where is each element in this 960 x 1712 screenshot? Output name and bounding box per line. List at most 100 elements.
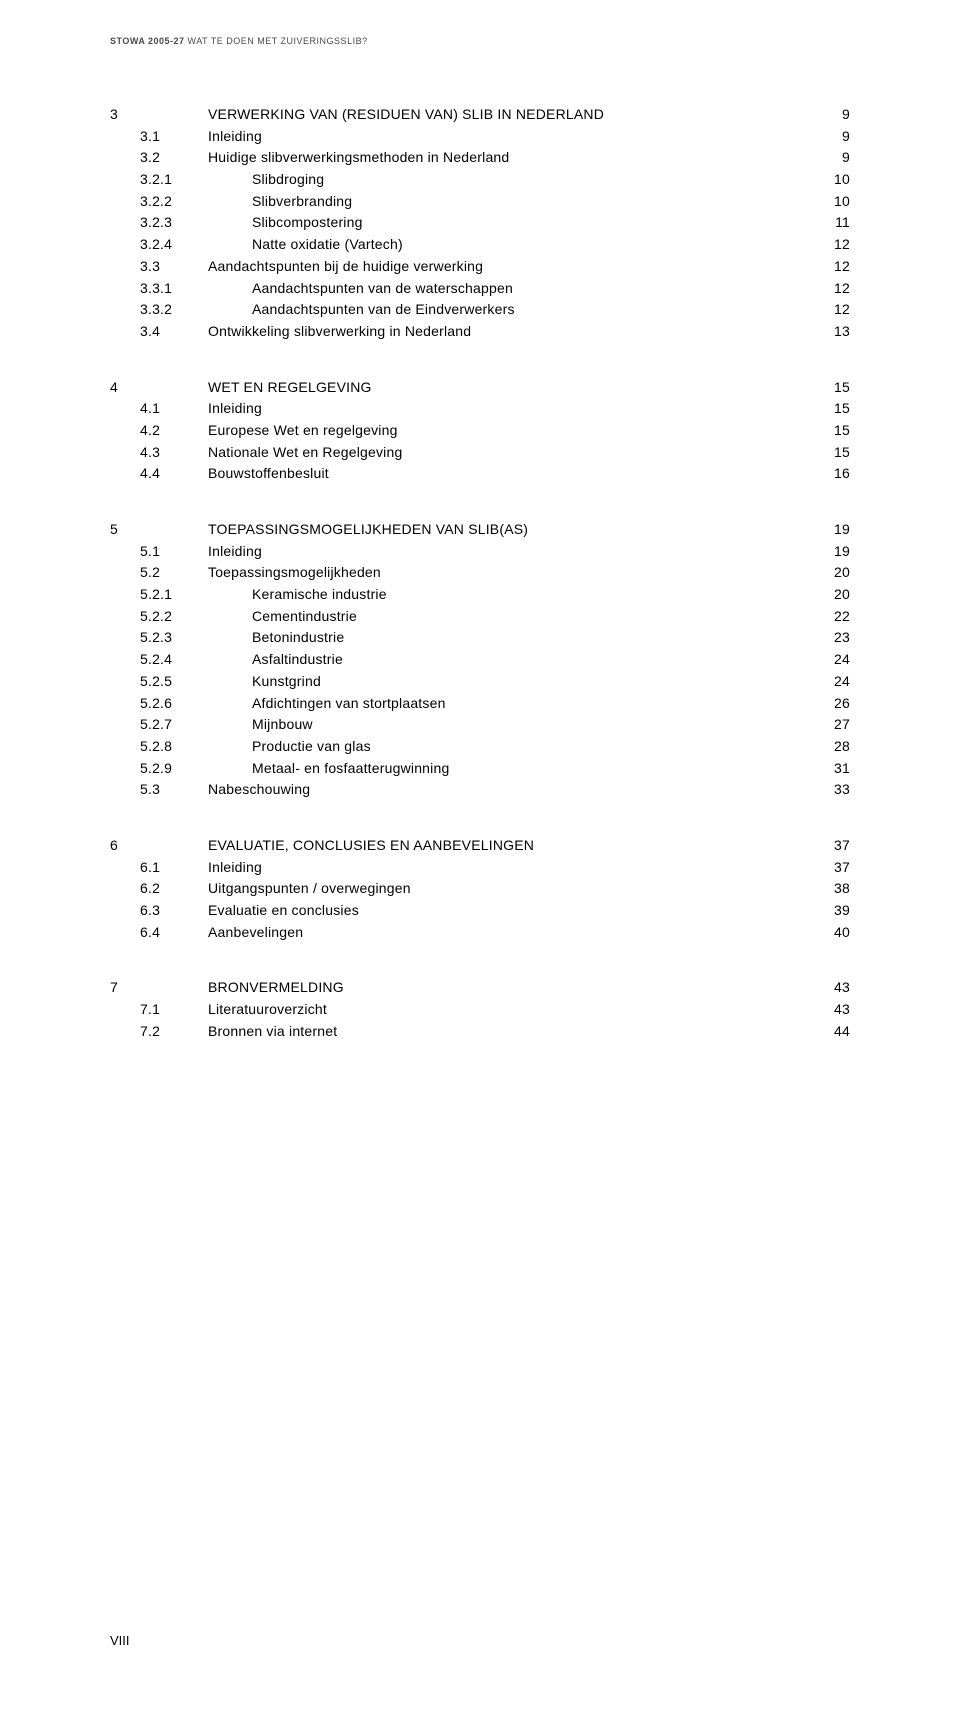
section-title: Aanbevelingen — [208, 922, 810, 944]
chapter-number — [110, 212, 140, 234]
toc-row: 5.2.2Cementindustrie22 — [110, 606, 850, 628]
section-number: 6.3 — [140, 900, 208, 922]
header-bold: STOWA 2005-27 — [110, 36, 185, 46]
toc-row: 5.2.8Productie van glas28 — [110, 736, 850, 758]
toc-row: 3.4Ontwikkeling slibverwerking in Nederl… — [110, 321, 850, 343]
section-number: 5.2 — [140, 562, 208, 584]
section-number — [140, 835, 208, 857]
page-ref: 13 — [810, 321, 850, 343]
toc-row: 3.2.4Natte oxidatie (Vartech)12 — [110, 234, 850, 256]
table-of-contents: 3VERWERKING VAN (RESIDUEN VAN) SLIB IN N… — [110, 104, 850, 1042]
toc-row: 5.2.7Mijnbouw27 — [110, 714, 850, 736]
section-title: Ontwikkeling slibverwerking in Nederland — [208, 321, 810, 343]
section-number — [140, 104, 208, 126]
page-ref: 39 — [810, 900, 850, 922]
running-header: STOWA 2005-27 WAT TE DOEN MET ZUIVERINGS… — [110, 36, 850, 46]
section-title: Afdichtingen van stortplaatsen — [208, 693, 810, 715]
section-title: Aandachtspunten bij de huidige verwerkin… — [208, 256, 810, 278]
toc-block: 5TOEPASSINGSMOGELIJKHEDEN VAN SLIB(AS)19… — [110, 519, 850, 801]
chapter-number — [110, 1021, 140, 1043]
page-ref: 20 — [810, 584, 850, 606]
toc-block: 7BRONVERMELDING437.1Literatuuroverzicht4… — [110, 977, 850, 1042]
toc-row: 6.3Evaluatie en conclusies39 — [110, 900, 850, 922]
chapter-number — [110, 714, 140, 736]
header-rest: WAT TE DOEN MET ZUIVERINGSSLIB? — [185, 36, 368, 46]
section-number: 4.3 — [140, 442, 208, 464]
chapter-number: 6 — [110, 835, 140, 857]
page-ref: 15 — [810, 420, 850, 442]
chapter-number — [110, 627, 140, 649]
chapter-number — [110, 758, 140, 780]
section-title: Slibverbranding — [208, 191, 810, 213]
page-ref: 11 — [810, 212, 850, 234]
chapter-number: 4 — [110, 377, 140, 399]
document-page: STOWA 2005-27 WAT TE DOEN MET ZUIVERINGS… — [0, 0, 960, 1042]
section-number: 6.1 — [140, 857, 208, 879]
toc-row: 5.2.6Afdichtingen van stortplaatsen26 — [110, 693, 850, 715]
toc-row: 6.2Uitgangspunten / overwegingen38 — [110, 878, 850, 900]
chapter-number — [110, 857, 140, 879]
toc-row: 6.4Aanbevelingen40 — [110, 922, 850, 944]
toc-row: 4.4Bouwstoffenbesluit16 — [110, 463, 850, 485]
page-ref: 24 — [810, 649, 850, 671]
chapter-number — [110, 541, 140, 563]
section-number: 6.2 — [140, 878, 208, 900]
section-title: Kunstgrind — [208, 671, 810, 693]
section-number: 3.1 — [140, 126, 208, 148]
section-number: 5.2.7 — [140, 714, 208, 736]
page-number: VIII — [110, 1633, 130, 1648]
section-title: Inleiding — [208, 541, 810, 563]
chapter-number — [110, 126, 140, 148]
section-title: TOEPASSINGSMOGELIJKHEDEN VAN SLIB(AS) — [208, 519, 810, 541]
section-title: VERWERKING VAN (RESIDUEN VAN) SLIB IN NE… — [208, 104, 810, 126]
section-title: Bouwstoffenbesluit — [208, 463, 810, 485]
page-ref: 12 — [810, 234, 850, 256]
toc-row: 4.2Europese Wet en regelgeving15 — [110, 420, 850, 442]
chapter-number — [110, 562, 140, 584]
toc-row: 5.3Nabeschouwing33 — [110, 779, 850, 801]
section-title: Evaluatie en conclusies — [208, 900, 810, 922]
section-title: Mijnbouw — [208, 714, 810, 736]
page-ref: 27 — [810, 714, 850, 736]
toc-row: 3.3.1Aandachtspunten van de waterschappe… — [110, 278, 850, 300]
page-ref: 9 — [810, 126, 850, 148]
chapter-number — [110, 584, 140, 606]
chapter-number — [110, 900, 140, 922]
page-ref: 15 — [810, 377, 850, 399]
section-number: 3.2.3 — [140, 212, 208, 234]
toc-row: 3.2.2Slibverbranding10 — [110, 191, 850, 213]
section-title: WET EN REGELGEVING — [208, 377, 810, 399]
section-title: Cementindustrie — [208, 606, 810, 628]
chapter-number — [110, 878, 140, 900]
toc-block: 3VERWERKING VAN (RESIDUEN VAN) SLIB IN N… — [110, 104, 850, 343]
chapter-number — [110, 693, 140, 715]
section-title: Literatuuroverzicht — [208, 999, 810, 1021]
chapter-number — [110, 999, 140, 1021]
page-ref: 40 — [810, 922, 850, 944]
page-ref: 26 — [810, 693, 850, 715]
section-title: Betonindustrie — [208, 627, 810, 649]
toc-row: 5.2.1Keramische industrie20 — [110, 584, 850, 606]
page-ref: 23 — [810, 627, 850, 649]
section-number: 7.2 — [140, 1021, 208, 1043]
section-number: 3.2 — [140, 147, 208, 169]
section-title: Europese Wet en regelgeving — [208, 420, 810, 442]
section-number — [140, 519, 208, 541]
toc-row: 3.3.2Aandachtspunten van de Eindverwerke… — [110, 299, 850, 321]
chapter-number — [110, 234, 140, 256]
page-ref: 12 — [810, 299, 850, 321]
section-number: 5.1 — [140, 541, 208, 563]
toc-row: 6EVALUATIE, CONCLUSIES EN AANBEVELINGEN3… — [110, 835, 850, 857]
chapter-number — [110, 922, 140, 944]
page-ref: 33 — [810, 779, 850, 801]
toc-row: 3VERWERKING VAN (RESIDUEN VAN) SLIB IN N… — [110, 104, 850, 126]
section-number: 5.2.4 — [140, 649, 208, 671]
section-title: Nabeschouwing — [208, 779, 810, 801]
chapter-number — [110, 191, 140, 213]
toc-row: 4.3Nationale Wet en Regelgeving15 — [110, 442, 850, 464]
page-ref: 37 — [810, 835, 850, 857]
section-number: 5.2.1 — [140, 584, 208, 606]
toc-row: 7BRONVERMELDING43 — [110, 977, 850, 999]
toc-row: 7.2Bronnen via internet44 — [110, 1021, 850, 1043]
section-number: 3.2.1 — [140, 169, 208, 191]
